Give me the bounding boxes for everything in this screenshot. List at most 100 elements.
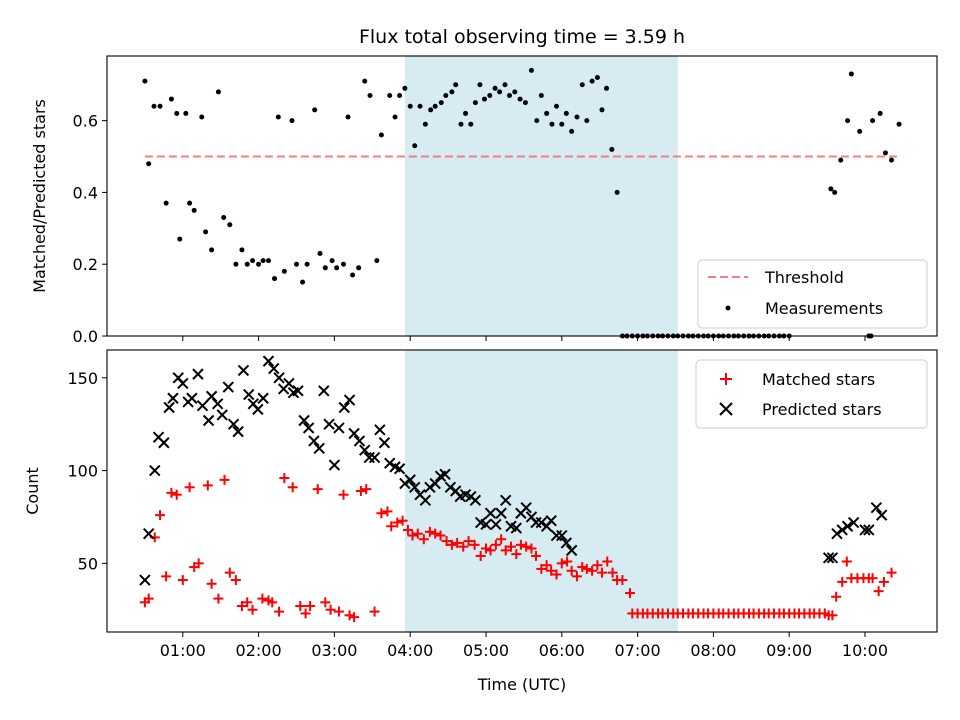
marker-stroke [875, 509, 888, 521]
matched-star-marker [386, 521, 397, 532]
matched-star-marker [526, 543, 537, 554]
measurement-point [187, 200, 193, 206]
x-tick-label: 06:00 [539, 641, 585, 660]
measurement-point [584, 118, 590, 124]
predicted-star-marker [252, 403, 264, 416]
predicted-star-marker [292, 385, 304, 397]
measurement-point [487, 92, 493, 98]
measurement-point [163, 200, 169, 206]
measurement-point [512, 89, 518, 95]
matched-star-marker [566, 565, 577, 576]
measurement-point [334, 265, 340, 271]
matched-star-marker [577, 562, 588, 573]
matched-star-marker [376, 508, 387, 519]
measurement-point [549, 121, 555, 127]
measurement-point [594, 75, 600, 81]
measurement-point [304, 261, 310, 267]
marker-stroke [186, 392, 198, 404]
marker-stroke [841, 520, 854, 532]
x-axis-label: Time (UTC) [477, 675, 566, 694]
measurement-point [534, 118, 540, 124]
y-tick-label: 0.0 [73, 327, 98, 346]
matched-star-marker [536, 563, 547, 574]
matched-star-marker [475, 550, 486, 561]
marker-stroke [343, 394, 356, 406]
measurement-point [432, 103, 438, 109]
measurement-point [256, 261, 262, 267]
predicted-star-marker [142, 527, 155, 540]
matched-star-marker [625, 588, 636, 599]
matched-star-marker [587, 565, 598, 576]
measurement-point [392, 114, 398, 120]
measurement-point [412, 143, 418, 149]
measurement-point [870, 118, 876, 124]
matched-star-marker [287, 482, 298, 493]
top-panel-frame [106, 55, 938, 337]
marker-stroke [139, 574, 151, 586]
measurement-point [142, 78, 148, 84]
matched-star-marker [402, 524, 413, 535]
predicted-star-marker [469, 494, 482, 506]
marker-stroke [495, 507, 507, 519]
matched-star-marker [827, 610, 838, 621]
marker-stroke [870, 501, 883, 514]
predicted-star-marker [338, 401, 350, 414]
x-tick-label: 03:00 [311, 641, 357, 660]
x-tick-label: 08:00 [690, 641, 736, 660]
matched-star-marker [511, 549, 522, 560]
measurement-point [889, 157, 895, 163]
chart-title: Flux total observing time = 3.59 h [359, 26, 685, 48]
predicted-star-marker [399, 477, 411, 490]
matched-star-marker [355, 486, 366, 496]
matched-star-marker [531, 550, 542, 561]
measurement-point [497, 89, 503, 95]
marker-stroke [205, 390, 218, 403]
observing-window-bottom [404, 350, 678, 632]
marker-stroke [247, 398, 259, 410]
matched-star-marker [344, 610, 355, 621]
marker-stroke [822, 552, 835, 564]
marker-stroke [863, 524, 875, 536]
matched-star-marker [424, 526, 435, 537]
measurement-point [857, 128, 863, 134]
observing-window-top [404, 56, 678, 336]
predicted-star-marker [257, 392, 269, 404]
matched-star-marker [469, 539, 480, 550]
legend-matched-swatch [720, 373, 732, 385]
matched-star-marker [607, 567, 618, 578]
matched-star-marker [562, 556, 573, 567]
matched-star-marker [161, 571, 172, 582]
measurement-point [157, 103, 163, 109]
matched-star-marker [446, 539, 457, 550]
measurement-point [174, 110, 180, 116]
measurement-point [528, 67, 534, 73]
measurement-point [502, 82, 508, 88]
matched-star-marker [155, 510, 166, 521]
marker-stroke [292, 385, 304, 397]
marker-stroke [480, 518, 492, 531]
measurement-point [221, 215, 227, 221]
measurement-point [168, 96, 174, 102]
marker-stroke [424, 481, 436, 493]
marker-stroke [560, 537, 573, 549]
predicted-star-marker [565, 544, 578, 557]
measurement-point [203, 229, 209, 235]
measurement-point [538, 92, 544, 98]
marker-stroke [510, 522, 523, 534]
legend-predicted-label: Predicted stars [762, 400, 882, 419]
matched-star-marker [500, 545, 511, 556]
measurement-point [458, 121, 464, 127]
matched-star-marker [247, 604, 258, 615]
measurement-point [506, 92, 512, 98]
matched-star-marker [521, 541, 532, 552]
legend-predicted-swatch [719, 402, 733, 416]
matched-star-marker [441, 536, 452, 547]
matched-star-marker [267, 597, 278, 608]
marker-stroke [499, 494, 512, 506]
matched-star-marker [274, 606, 285, 617]
predicted-star-marker [202, 414, 215, 427]
marker-stroke [328, 459, 341, 471]
marker-stroke [490, 518, 502, 531]
top-legend: Threshold Measurements [697, 259, 928, 329]
predicted-star-marker [826, 552, 839, 564]
